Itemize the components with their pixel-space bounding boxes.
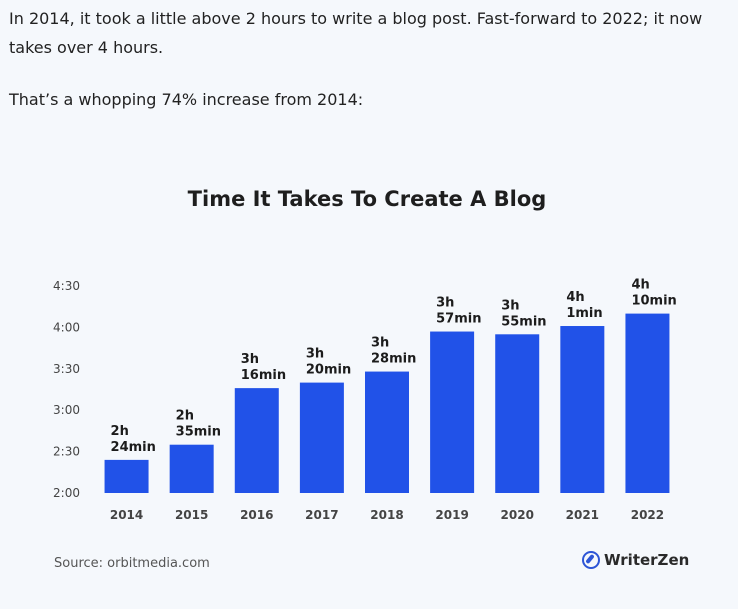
brand-name: WriterZen: [604, 551, 690, 569]
data-label: 10min: [631, 294, 676, 309]
chart-card: Time It Takes To Create A Blog 2:00 2:30 3…: [0, 160, 738, 609]
writerzen-logo-icon: [582, 551, 600, 569]
data-label: 3h: [501, 298, 519, 313]
data-label: 16min: [241, 368, 286, 383]
x-tick-label: 2016: [240, 508, 273, 522]
bar: [365, 371, 409, 493]
source-note: Source: orbitmedia.com: [54, 556, 210, 571]
x-tick-label: 2014: [110, 508, 143, 522]
x-tick-label: 2022: [631, 508, 664, 522]
chart-title: Time It Takes To Create A Blog: [187, 187, 547, 211]
bar: [169, 444, 214, 493]
data-label: 3h: [436, 296, 454, 311]
data-label: 1min: [566, 306, 602, 321]
data-label: 24min: [111, 440, 156, 455]
intro-text: In 2014, it took a little above 2 hours …: [9, 4, 724, 114]
bar: [234, 388, 279, 493]
y-tick-label: 3:00: [53, 403, 80, 417]
bar: [495, 334, 540, 493]
bar: [560, 326, 605, 493]
intro-paragraph: In 2014, it took a little above 2 hours …: [9, 9, 703, 57]
data-label: 4h: [631, 278, 649, 293]
data-label: 57min: [436, 312, 481, 327]
x-tick-label: 2018: [370, 508, 403, 522]
data-label: 2h: [176, 409, 194, 424]
x-tick-label: 2020: [501, 508, 534, 522]
data-label: 35min: [176, 425, 221, 440]
bar: [625, 313, 670, 493]
x-tick-label: 2021: [566, 508, 599, 522]
data-label: 4h: [566, 290, 584, 305]
data-label: 3h: [241, 352, 259, 367]
data-label: 2h: [111, 424, 129, 439]
data-label: 20min: [306, 363, 351, 378]
y-tick-label: 3:30: [53, 362, 80, 376]
x-tick-label: 2019: [435, 508, 468, 522]
y-tick-label: 2:30: [53, 445, 80, 459]
y-tick-label: 2:00: [53, 486, 80, 500]
x-tick-label: 2015: [175, 508, 208, 522]
data-label: 3h: [306, 347, 324, 362]
brand-logo: WriterZen: [582, 551, 689, 569]
intro-paragraph: That’s a whopping 74% increase from 2014…: [9, 90, 364, 109]
x-tick-label: 2017: [305, 508, 338, 522]
bar: [299, 382, 344, 493]
bar: [430, 331, 475, 493]
data-label: 55min: [501, 314, 546, 329]
bar-chart: 2:002:303:003:304:004:302h24min20142h35m…: [53, 278, 677, 522]
bar: [104, 459, 149, 493]
data-label: 3h: [371, 336, 389, 351]
y-tick-label: 4:00: [53, 320, 80, 334]
y-tick-label: 4:30: [53, 279, 80, 293]
data-label: 28min: [371, 352, 416, 367]
